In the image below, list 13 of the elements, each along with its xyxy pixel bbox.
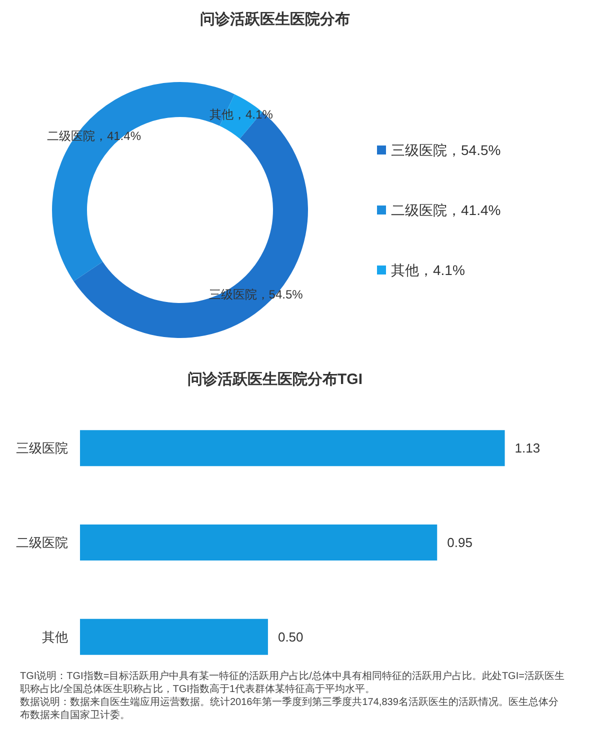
legend-label: 三级医院，54.5% <box>391 142 501 158</box>
legend-label: 其他，4.1% <box>391 262 465 278</box>
y-tick-label: 其他 <box>42 629 68 644</box>
annotation: TGI说明：TGI指数=目标活跃用户中具有某一特征的活跃用户占比/总体中具有相同特征的活跃用户占比。此处TGI=活跃医生职称占比/全国总体医生职称占比，TGI指数高于1代表群体某特征高于平均水平。 <box>20 670 566 696</box>
data-label: 0.95 <box>447 535 472 550</box>
chart-title: 问诊活跃医生医院分布TGI <box>188 371 362 388</box>
chart-title: 问诊活跃医生医院分布 <box>200 11 350 28</box>
y-tick-label: 二级医院 <box>16 535 68 550</box>
legend-label: 二级医院，41.4% <box>391 202 501 218</box>
y-tick-label: 三级医院 <box>16 440 68 456</box>
text: 数据说明：数据来自医生端应用运营数据。统计2016年第一季度到第三季度共174,839名活跃医生的活跃情况。医生总体分布数据来自国家卫计委。 <box>20 696 560 722</box>
data-label: 1.13 <box>514 440 540 456</box>
data-label: 0.50 <box>278 629 304 644</box>
